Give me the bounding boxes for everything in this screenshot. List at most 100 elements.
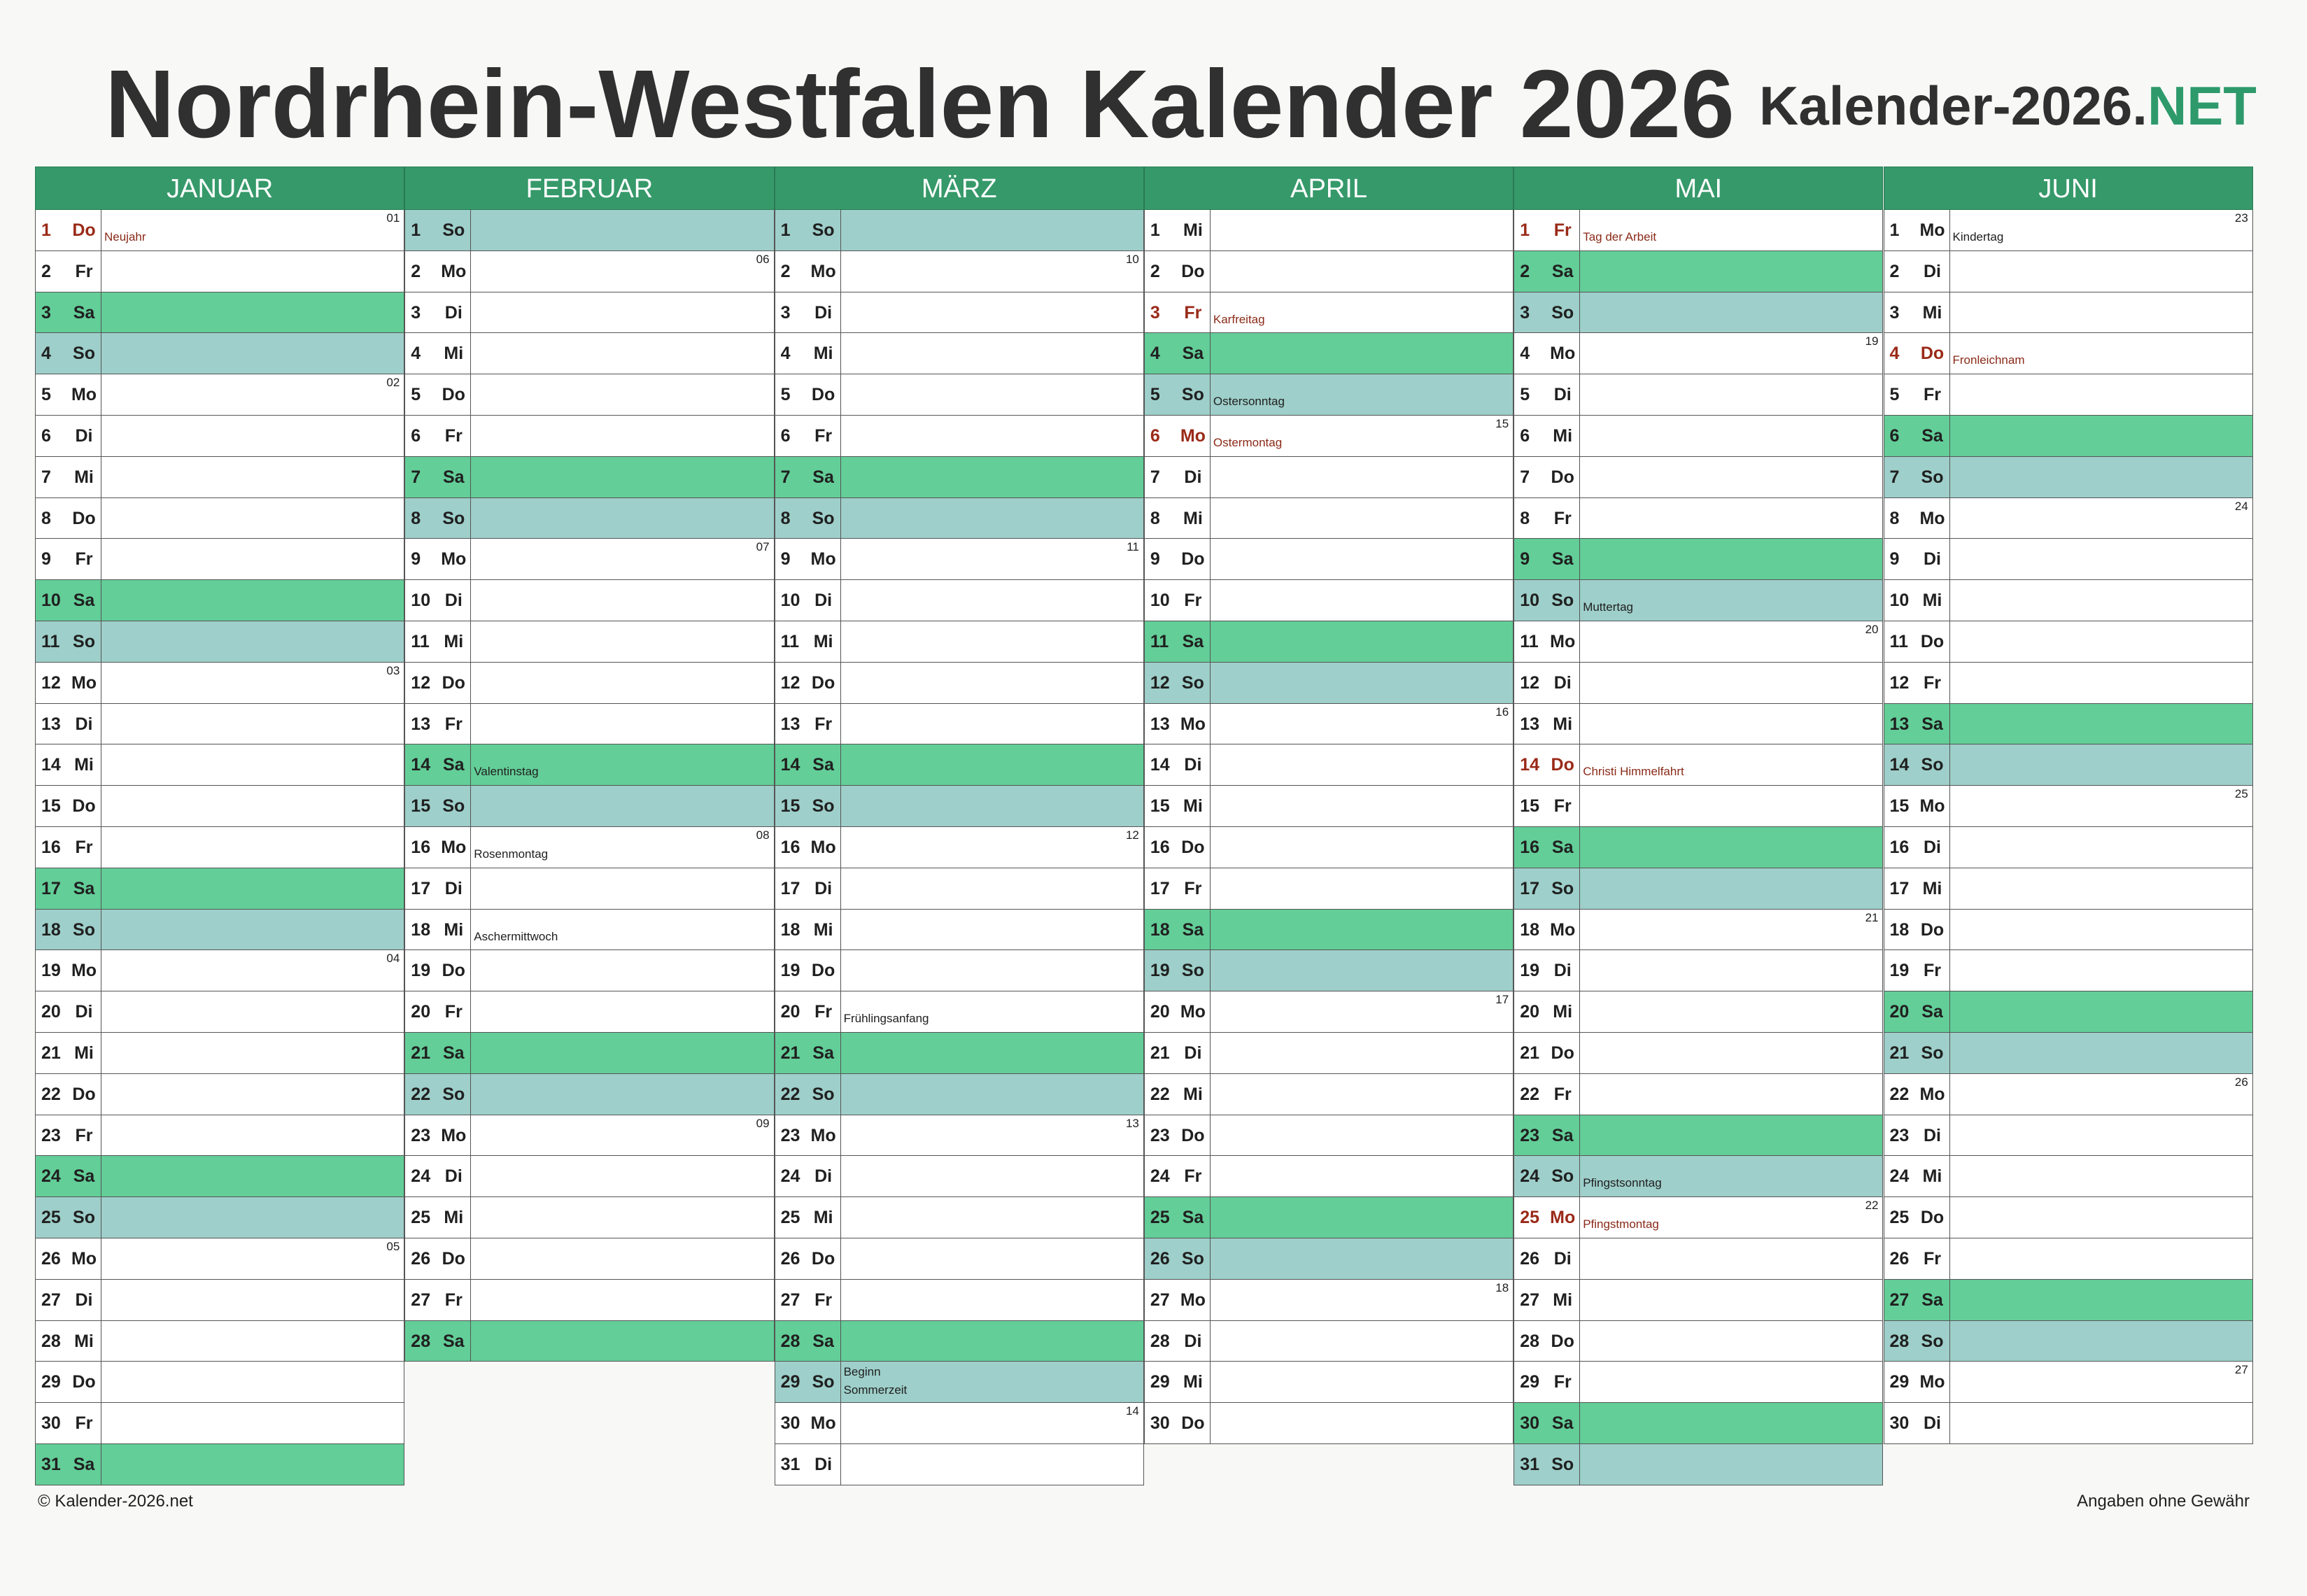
day-cell[interactable]: 5 Di — [1514, 374, 1884, 416]
day-cell[interactable]: 13 Sa — [1883, 703, 2253, 745]
day-cell[interactable]: 19 Mo 04 — [35, 950, 405, 992]
day-cell[interactable]: 23 Do — [1143, 1115, 1514, 1157]
day-cell[interactable]: 8 Mo 24 — [1883, 497, 2253, 539]
day-cell[interactable]: 29 So Beginn Sommerzeit — [774, 1362, 1144, 1404]
day-cell[interactable]: 21 Sa — [404, 1032, 775, 1074]
day-cell[interactable]: 16 Di — [1883, 826, 2253, 868]
day-cell[interactable]: 10 Di — [404, 580, 775, 621]
day-cell[interactable]: 5 Do — [774, 374, 1144, 416]
day-cell[interactable]: 21 Mi — [35, 1032, 405, 1074]
day-cell[interactable]: 28 Sa — [774, 1320, 1144, 1362]
day-cell[interactable]: 12 Di — [1514, 662, 1884, 704]
day-cell[interactable]: 16 Mo Rosenmontag 08 — [404, 826, 775, 868]
day-cell[interactable]: 10 So Muttertag — [1514, 580, 1884, 621]
day-cell[interactable]: 2 Mo 06 — [404, 250, 775, 292]
day-cell[interactable]: 26 So — [1143, 1238, 1514, 1280]
day-cell[interactable]: 13 Fr — [404, 703, 775, 745]
day-cell[interactable]: 24 Di — [404, 1156, 775, 1198]
day-cell[interactable]: 22 Do — [35, 1073, 405, 1115]
day-cell[interactable]: 20 Sa — [1883, 991, 2253, 1033]
day-cell[interactable]: 1 Fr Tag der Arbeit — [1514, 210, 1884, 251]
day-cell[interactable]: 31 Sa — [35, 1443, 405, 1485]
day-cell[interactable]: 7 So — [1883, 456, 2253, 498]
day-cell[interactable]: 13 Di — [35, 703, 405, 745]
day-cell[interactable]: 19 Di — [1514, 950, 1884, 992]
day-cell[interactable]: 6 Sa — [1883, 415, 2253, 457]
day-cell[interactable]: 28 Mi — [35, 1320, 405, 1362]
day-cell[interactable]: 30 Fr — [35, 1403, 405, 1444]
day-cell[interactable]: 20 Fr Frühlingsanfang — [774, 991, 1144, 1033]
day-cell[interactable]: 15 Mo 25 — [1883, 786, 2253, 827]
day-cell[interactable]: 18 Do — [1883, 909, 2253, 951]
day-cell[interactable]: 21 Sa — [774, 1032, 1144, 1074]
day-cell[interactable]: 2 Di — [1883, 250, 2253, 292]
day-cell[interactable]: 3 Sa — [35, 292, 405, 334]
day-cell[interactable]: 28 So — [1883, 1320, 2253, 1362]
day-cell[interactable]: 19 Fr — [1883, 950, 2253, 992]
day-cell[interactable]: 19 Do — [404, 950, 775, 992]
day-cell[interactable]: 15 So — [774, 786, 1144, 827]
day-cell[interactable]: 14 Do Christi Himmelfahrt — [1514, 744, 1884, 786]
day-cell[interactable]: 7 Sa — [774, 456, 1144, 498]
day-cell[interactable]: 9 Mo 07 — [404, 539, 775, 581]
day-cell[interactable]: 1 Mo Kindertag 23 — [1883, 210, 2253, 251]
day-cell[interactable]: 16 Mo 12 — [774, 826, 1144, 868]
day-cell[interactable]: 17 So — [1514, 868, 1884, 910]
day-cell[interactable]: 26 Do — [774, 1238, 1144, 1280]
day-cell[interactable]: 11 Sa — [1143, 621, 1514, 663]
day-cell[interactable]: 6 Mi — [1514, 415, 1884, 457]
day-cell[interactable]: 17 Fr — [1143, 868, 1514, 910]
day-cell[interactable]: 13 Mi — [1514, 703, 1884, 745]
day-cell[interactable]: 20 Mi — [1514, 991, 1884, 1033]
day-cell[interactable]: 1 Mi — [1143, 210, 1514, 251]
day-cell[interactable]: 10 Mi — [1883, 580, 2253, 621]
day-cell[interactable]: 14 Sa — [774, 744, 1144, 786]
day-cell[interactable]: 25 Sa — [1143, 1197, 1514, 1238]
day-cell[interactable]: 5 So Ostersonntag — [1143, 374, 1514, 416]
day-cell[interactable]: 30 Sa — [1514, 1403, 1884, 1444]
day-cell[interactable]: 3 Di — [774, 292, 1144, 334]
day-cell[interactable]: 29 Mi — [1143, 1362, 1514, 1404]
day-cell[interactable]: 25 So — [35, 1197, 405, 1238]
day-cell[interactable]: 30 Di — [1883, 1403, 2253, 1444]
day-cell[interactable]: 17 Di — [774, 868, 1144, 910]
day-cell[interactable]: 29 Do — [35, 1362, 405, 1404]
day-cell[interactable]: 24 Mi — [1883, 1156, 2253, 1198]
day-cell[interactable]: 22 Mi — [1143, 1073, 1514, 1115]
day-cell[interactable]: 12 Do — [404, 662, 775, 704]
day-cell[interactable]: 25 Mi — [404, 1197, 775, 1238]
day-cell[interactable]: 27 Di — [35, 1279, 405, 1321]
day-cell[interactable]: 20 Fr — [404, 991, 775, 1033]
day-cell[interactable]: 10 Sa — [35, 580, 405, 621]
day-cell[interactable]: 25 Mi — [774, 1197, 1144, 1238]
day-cell[interactable]: 21 Di — [1143, 1032, 1514, 1074]
day-cell[interactable]: 5 Fr — [1883, 374, 2253, 416]
day-cell[interactable]: 23 Sa — [1514, 1115, 1884, 1157]
day-cell[interactable]: 1 So — [774, 210, 1144, 251]
day-cell[interactable]: 3 Fr Karfreitag — [1143, 292, 1514, 334]
day-cell[interactable]: 17 Mi — [1883, 868, 2253, 910]
day-cell[interactable]: 25 Mo Pfingstmontag 22 — [1514, 1197, 1884, 1238]
day-cell[interactable]: 17 Di — [404, 868, 775, 910]
day-cell[interactable]: 27 Fr — [404, 1279, 775, 1321]
day-cell[interactable]: 6 Fr — [404, 415, 775, 457]
day-cell[interactable]: 14 Sa Valentinstag — [404, 744, 775, 786]
day-cell[interactable]: 16 Sa — [1514, 826, 1884, 868]
day-cell[interactable]: 4 Sa — [1143, 333, 1514, 375]
day-cell[interactable]: 8 So — [774, 497, 1144, 539]
day-cell[interactable]: 26 Fr — [1883, 1238, 2253, 1280]
day-cell[interactable]: 26 Do — [404, 1238, 775, 1280]
day-cell[interactable]: 10 Di — [774, 580, 1144, 621]
day-cell[interactable]: 29 Mo 27 — [1883, 1362, 2253, 1404]
day-cell[interactable]: 4 Mi — [774, 333, 1144, 375]
day-cell[interactable]: 24 So Pfingstsonntag — [1514, 1156, 1884, 1198]
day-cell[interactable]: 11 So — [35, 621, 405, 663]
day-cell[interactable]: 15 Fr — [1514, 786, 1884, 827]
day-cell[interactable]: 20 Mo 17 — [1143, 991, 1514, 1033]
day-cell[interactable]: 2 Mo 10 — [774, 250, 1144, 292]
day-cell[interactable]: 7 Di — [1143, 456, 1514, 498]
day-cell[interactable]: 26 Di — [1514, 1238, 1884, 1280]
day-cell[interactable]: 14 Mi — [35, 744, 405, 786]
day-cell[interactable]: 10 Fr — [1143, 580, 1514, 621]
day-cell[interactable]: 11 Mi — [404, 621, 775, 663]
